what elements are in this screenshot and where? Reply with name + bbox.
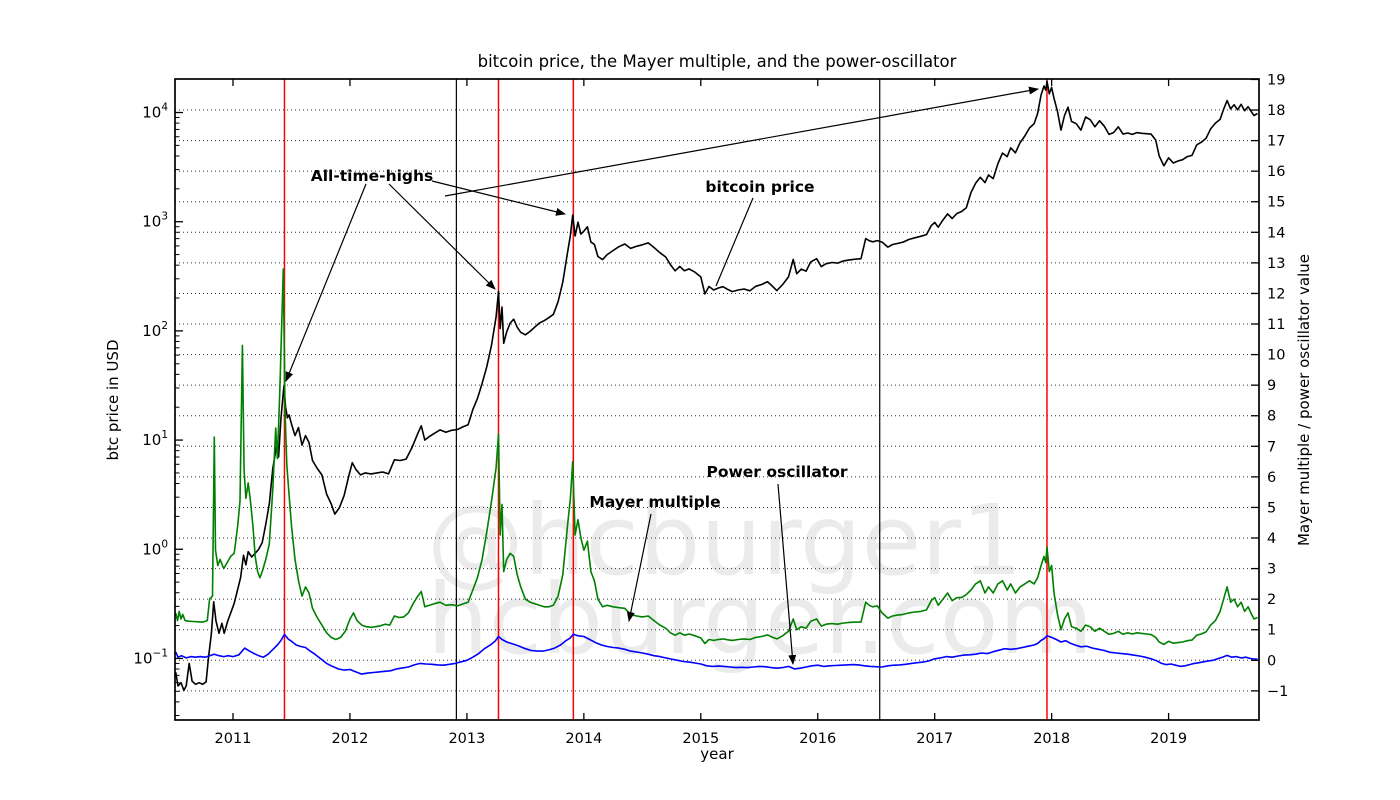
gridlines bbox=[175, 109, 1259, 692]
annotation-arrow bbox=[285, 183, 367, 382]
watermark-line-1: @hcburger1 bbox=[427, 484, 1023, 597]
y-right-tick-label: 0 bbox=[1267, 653, 1276, 669]
y-right-tick-label: 3 bbox=[1267, 562, 1276, 578]
y-right-tick-label: 5 bbox=[1267, 500, 1276, 516]
y-right-tick-label: 12 bbox=[1267, 286, 1285, 302]
y-right-tick-label: 16 bbox=[1267, 164, 1285, 180]
x-tick-label: 2016 bbox=[799, 731, 836, 747]
y-axis-label-right: Mayer multiple / power oscillator value bbox=[1295, 254, 1313, 546]
y-left-tick-label: 102 bbox=[142, 320, 168, 340]
x-tick-label: 2013 bbox=[448, 731, 485, 747]
x-tick-label: 2018 bbox=[1033, 731, 1070, 747]
series-power-oscillator bbox=[175, 633, 1258, 675]
annotation-arrow bbox=[777, 483, 797, 665]
annotation-line bbox=[715, 197, 754, 287]
y-left-tick-label: 100 bbox=[142, 538, 168, 558]
y-axis-label-left: btc price in USD bbox=[104, 339, 122, 460]
y-right-tick-label: 15 bbox=[1267, 195, 1285, 211]
watermark: @hcburger1 hcburger.com bbox=[427, 484, 1093, 676]
y-right-tick-label: 13 bbox=[1267, 256, 1285, 272]
axis-ticks bbox=[175, 78, 1259, 720]
annotation-arrow bbox=[444, 86, 1039, 197]
x-tick-label: 2019 bbox=[1150, 731, 1187, 747]
annotation-mayer-multiple: Mayer multiple bbox=[589, 493, 720, 511]
series-bitcoin-price bbox=[175, 80, 1258, 692]
y-left-tick-label: 101 bbox=[142, 429, 168, 449]
annotation-all-time-highs: All-time-highs bbox=[311, 167, 434, 185]
y-right-tick-label: 6 bbox=[1267, 470, 1276, 486]
y-left-tick-label: 103 bbox=[142, 211, 168, 231]
x-tick-label: 2011 bbox=[215, 731, 252, 747]
chart-title: bitcoin price, the Mayer multiple, and t… bbox=[478, 52, 957, 71]
y-right-tick-label: 4 bbox=[1267, 531, 1276, 547]
y-right-tick-label: 9 bbox=[1267, 378, 1276, 394]
y-left-tick-label: 104 bbox=[142, 102, 168, 122]
y-right-tick-label: 14 bbox=[1267, 225, 1285, 241]
x-tick-label: 2017 bbox=[916, 731, 953, 747]
y-right-tick-label: 7 bbox=[1267, 439, 1276, 455]
y-right-tick-label: 18 bbox=[1267, 103, 1285, 119]
y-left-tick-label: 10−1 bbox=[133, 647, 168, 667]
y-right-tick-label: 19 bbox=[1267, 72, 1285, 88]
y-right-tick-label: 11 bbox=[1267, 317, 1285, 333]
x-tick-label: 2012 bbox=[332, 731, 369, 747]
y-right-tick-label: 8 bbox=[1267, 409, 1276, 425]
annotation-power-oscillator: Power oscillator bbox=[706, 463, 847, 481]
series-mayer-multiple bbox=[175, 268, 1258, 646]
x-tick-label: 2014 bbox=[565, 731, 602, 747]
tick-labels: 2011 2012 2013 2014 2015 2016 2017 2018 20191041… bbox=[133, 72, 1288, 747]
annotation-arrow bbox=[626, 513, 652, 622]
x-tick-label: 2015 bbox=[682, 731, 719, 747]
plot-frame bbox=[174, 78, 1260, 721]
y-right-tick-label: 17 bbox=[1267, 134, 1285, 150]
y-right-tick-label: 1 bbox=[1267, 623, 1276, 639]
series-lines bbox=[175, 80, 1258, 692]
annotation-arrow bbox=[431, 180, 566, 216]
y-right-tick-label: −1 bbox=[1267, 684, 1288, 700]
annotation-arrows bbox=[285, 86, 1039, 665]
watermark-line-2: hcburger.com bbox=[427, 563, 1093, 676]
y-right-tick-label: 10 bbox=[1267, 348, 1285, 364]
annotation-arrow bbox=[388, 183, 496, 290]
y-right-tick-label: 2 bbox=[1267, 592, 1276, 608]
annotation-bitcoin-price: bitcoin price bbox=[705, 178, 814, 196]
x-axis-label: year bbox=[700, 745, 734, 763]
